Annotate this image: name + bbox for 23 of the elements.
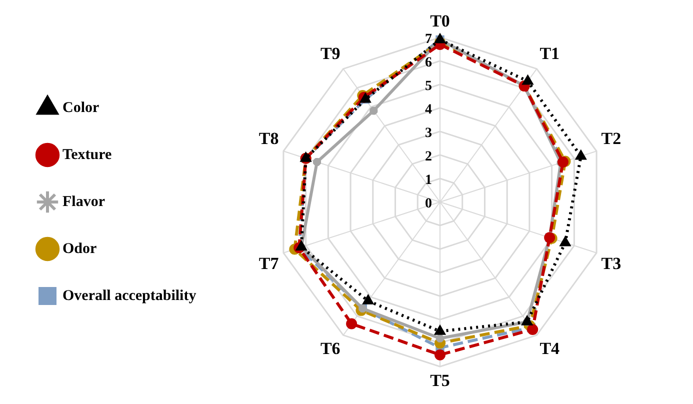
- spoke-label: T4: [540, 338, 560, 358]
- spoke-label: T1: [540, 44, 560, 63]
- y-tick-label: 2: [425, 150, 432, 165]
- spoke-label: T8: [258, 128, 279, 148]
- y-tick-label: 1: [425, 173, 432, 188]
- legend-label: Texture: [62, 146, 112, 163]
- legend-label: Flavor: [62, 194, 106, 210]
- spoke-label: T2: [601, 128, 622, 148]
- y-tick-label: 0: [425, 196, 432, 212]
- spoke-label: T7: [258, 254, 280, 273]
- y-tick-label: 6: [425, 56, 432, 71]
- y-tick-label: 3: [425, 126, 432, 142]
- spoke-label: T6: [320, 338, 340, 358]
- spoke-label: T5: [430, 371, 450, 390]
- spoke-label: T9: [320, 44, 340, 63]
- legend-label: Overall acceptability: [62, 288, 197, 304]
- legend-label: Color: [62, 100, 100, 116]
- y-tick-label: 4: [425, 102, 432, 118]
- spoke-label: T0: [430, 12, 450, 31]
- y-tick-label: 5: [425, 79, 432, 94]
- legend-label: Odor: [62, 240, 98, 257]
- spoke-label: T3: [601, 254, 622, 273]
- y-tick-label: 7: [425, 32, 432, 48]
